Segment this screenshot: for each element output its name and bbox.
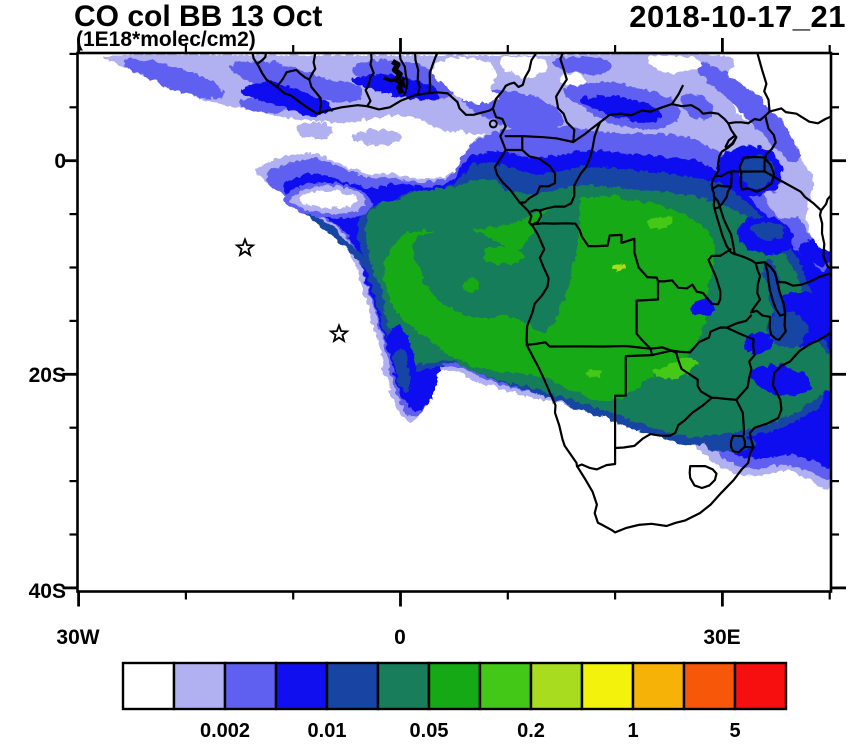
svg-text:30W: 30W [56, 626, 99, 649]
svg-text:0.002: 0.002 [200, 720, 250, 742]
svg-text:0: 0 [394, 626, 406, 649]
svg-text:0.01: 0.01 [308, 720, 347, 742]
svg-text:5: 5 [729, 720, 740, 742]
svg-text:(1E18*molec/cm2): (1E18*molec/cm2) [76, 28, 256, 51]
svg-text:0.2: 0.2 [517, 720, 545, 742]
svg-text:30E: 30E [703, 626, 740, 649]
svg-text:2018-10-17_21: 2018-10-17_21 [629, 0, 846, 34]
svg-text:40S: 40S [29, 580, 66, 603]
svg-text:1: 1 [627, 720, 638, 742]
svg-text:0: 0 [54, 150, 66, 173]
svg-text:20S: 20S [29, 364, 66, 387]
svg-text:CO col BB 13 Oct: CO col BB 13 Oct [74, 0, 322, 33]
svg-text:0.05: 0.05 [410, 720, 449, 742]
